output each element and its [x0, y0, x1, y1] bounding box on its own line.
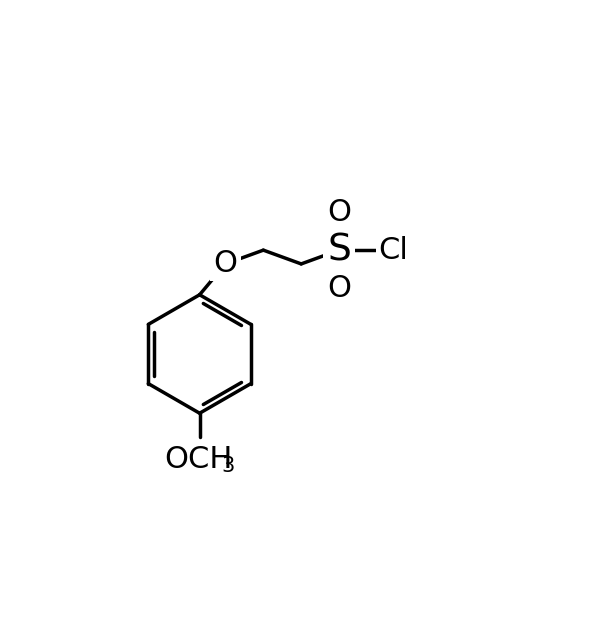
Text: S: S — [327, 232, 351, 268]
Text: O: O — [327, 198, 351, 227]
Text: OCH: OCH — [164, 445, 233, 474]
Text: 3: 3 — [221, 456, 235, 476]
Text: O: O — [214, 250, 238, 278]
Text: O: O — [327, 273, 351, 303]
Text: Cl: Cl — [379, 236, 408, 264]
